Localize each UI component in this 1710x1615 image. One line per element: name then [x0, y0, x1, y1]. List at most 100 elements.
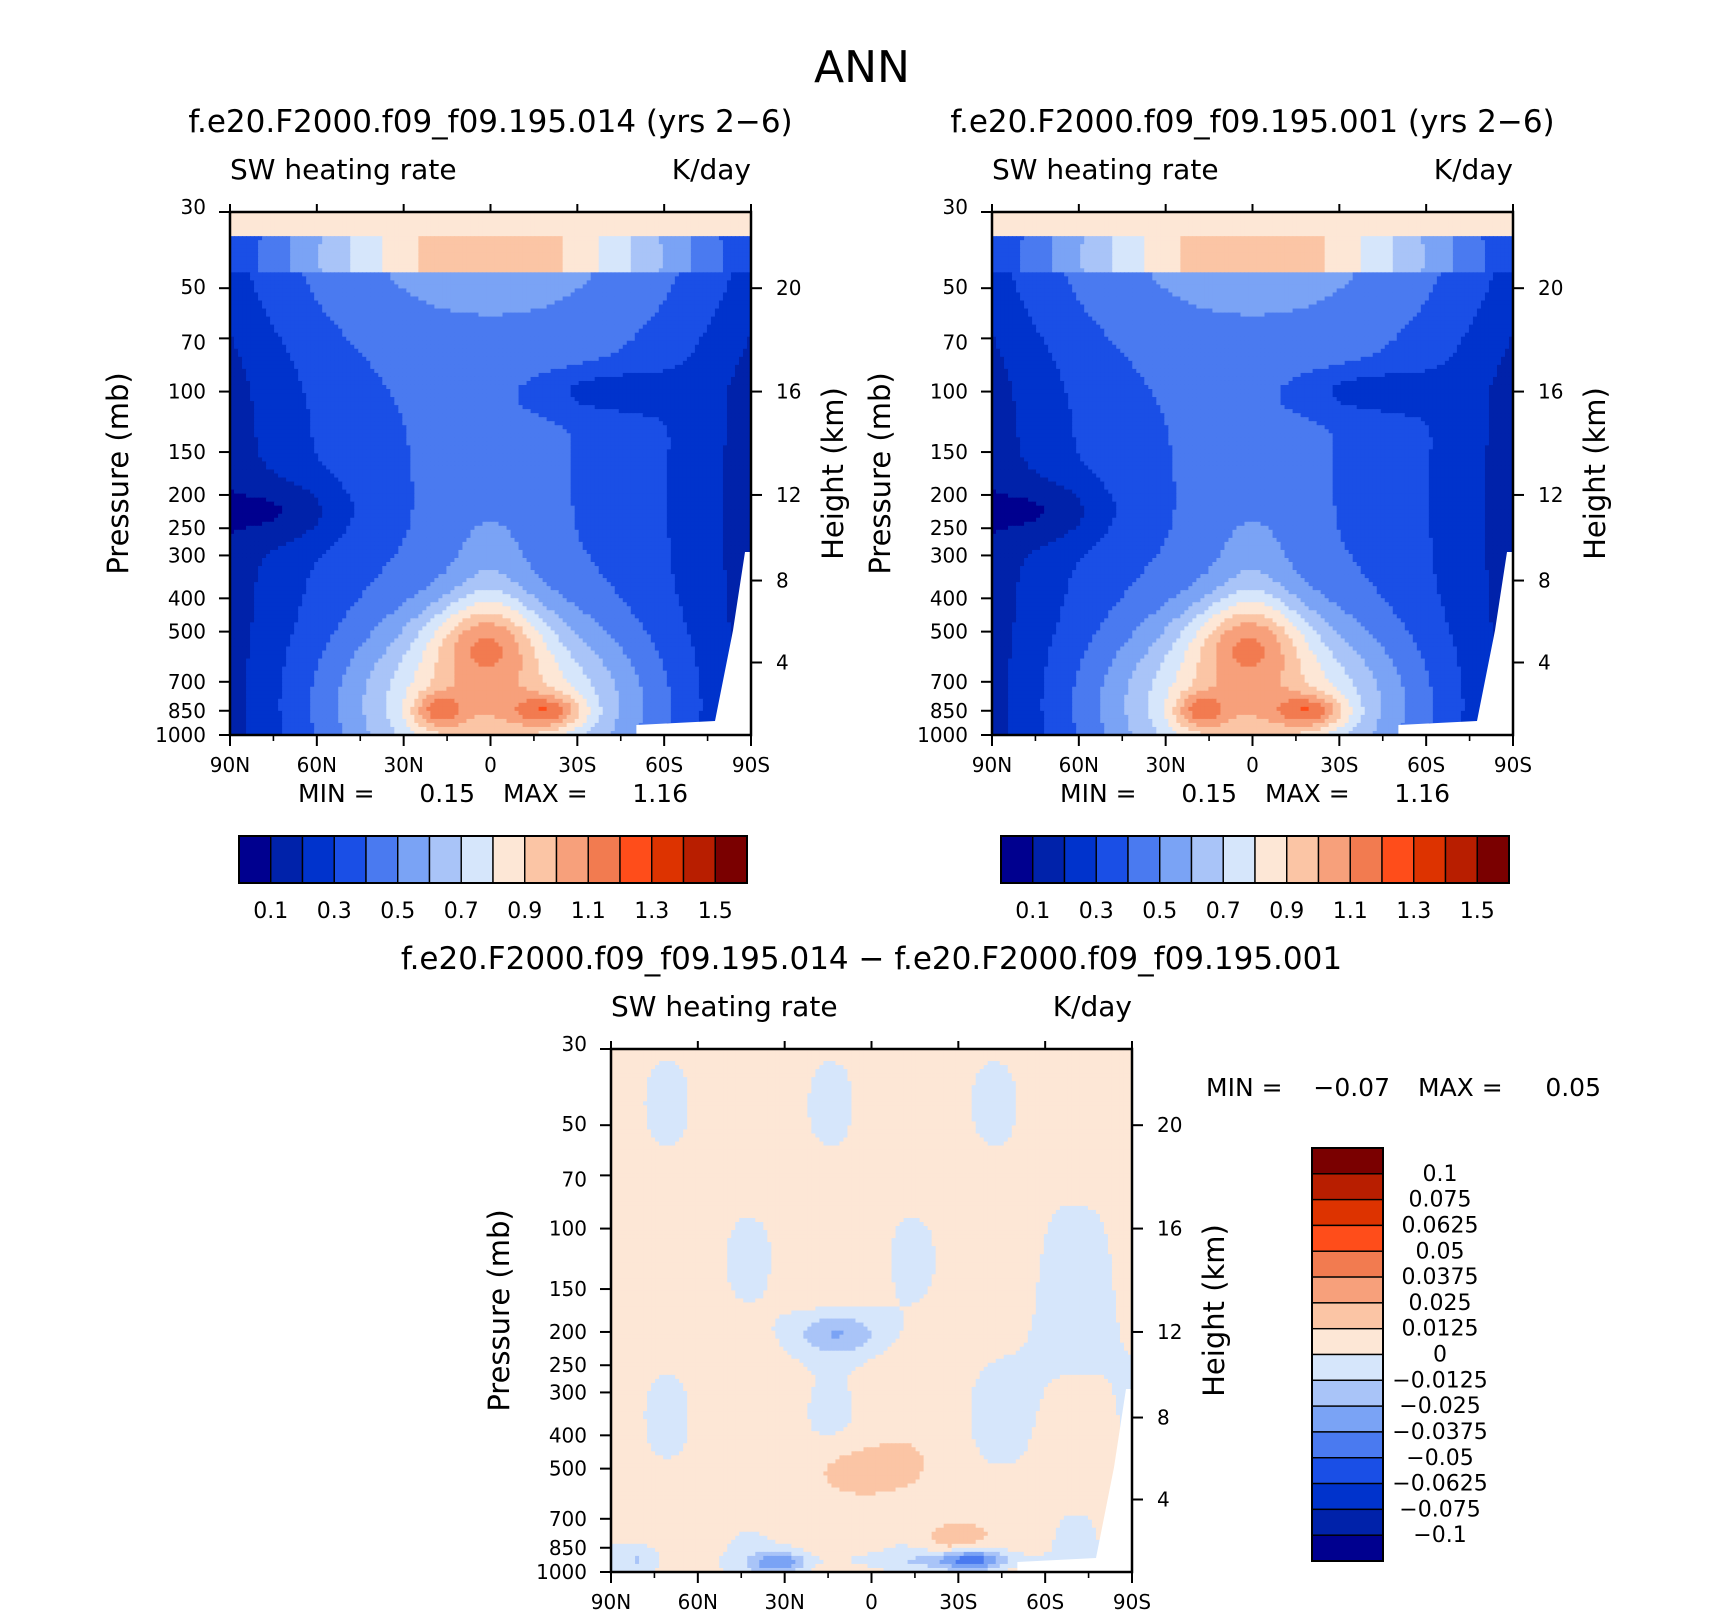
heatmap-cell: [274, 228, 279, 233]
heatmap-cell: [386, 333, 391, 338]
heatmap-cell: [535, 220, 540, 225]
heatmap-cell: [499, 256, 504, 261]
heatmap-cell: [659, 260, 664, 265]
heatmap-cell: [635, 329, 640, 334]
heatmap-cell: [254, 228, 259, 233]
heatmap-cell: [394, 345, 399, 350]
heatmap-cell: [695, 313, 700, 318]
heatmap-cell: [623, 317, 628, 322]
heatmap-cell: [687, 337, 692, 342]
heatmap-cell: [462, 301, 467, 306]
heatmap-cell: [531, 329, 536, 334]
heatmap-cell: [278, 284, 283, 289]
heatmap-cell: [735, 240, 740, 245]
heatmap-cell: [234, 260, 239, 265]
heatmap-cell: [398, 349, 403, 354]
heatmap-cell: [571, 337, 576, 342]
heatmap-cell: [491, 224, 496, 229]
heatmap-cell: [531, 244, 536, 249]
heatmap-cell: [354, 256, 359, 261]
heatmap-cell: [286, 264, 291, 269]
heatmap-cell: [442, 333, 447, 338]
heatmap-cell: [330, 272, 335, 277]
heatmap-cell: [366, 272, 371, 277]
heatmap-cell: [438, 325, 443, 330]
heatmap-cell: [434, 321, 439, 326]
heatmap-cell: [326, 317, 331, 322]
heatmap-cell: [579, 236, 584, 241]
heatmap-cell: [691, 280, 696, 285]
heatmap-cell: [559, 272, 564, 277]
heatmap-cell: [735, 244, 740, 249]
heatmap-cell: [711, 252, 716, 257]
heatmap-cell: [699, 361, 704, 366]
heatmap-cell: [579, 333, 584, 338]
heatmap-cell: [691, 220, 696, 225]
heatmap-cell: [438, 244, 443, 249]
heatmap-cell: [270, 353, 275, 358]
heatmap-cell: [699, 268, 704, 273]
heatmap-cell: [523, 309, 528, 314]
heatmap-cell: [350, 236, 355, 241]
heatmap-cell: [294, 325, 299, 330]
heatmap-cell: [482, 220, 487, 225]
heatmap-cell: [402, 309, 407, 314]
heatmap-cell: [338, 268, 343, 273]
heatmap-cell: [731, 357, 736, 362]
heatmap-cell: [711, 325, 716, 330]
heatmap-cell: [511, 337, 516, 342]
heatmap-cell: [354, 236, 359, 241]
heatmap-cell: [731, 349, 736, 354]
heatmap-cell: [491, 268, 496, 273]
heatmap-cell: [711, 216, 716, 221]
heatmap-cell: [535, 357, 540, 362]
heatmap-cell: [535, 329, 540, 334]
heatmap-cell: [535, 305, 540, 310]
heatmap-cell: [671, 248, 676, 253]
heatmap-cell: [639, 321, 644, 326]
heatmap-cell: [290, 325, 295, 330]
heatmap-cell: [486, 341, 491, 346]
heatmap-cell: [647, 349, 652, 354]
heatmap-cell: [703, 232, 708, 237]
heatmap-cell: [398, 361, 403, 366]
heatmap-cell: [418, 353, 423, 358]
heatmap-cell: [454, 236, 459, 241]
heatmap-cell: [611, 353, 616, 358]
heatmap-cell: [571, 228, 576, 233]
heatmap-cell: [470, 296, 475, 301]
heatmap-cell: [623, 309, 628, 314]
heatmap-cell: [631, 272, 636, 277]
heatmap-cell: [438, 349, 443, 354]
heatmap-cell: [466, 329, 471, 334]
heatmap-cell: [731, 228, 736, 233]
heatmap-cell: [679, 329, 684, 334]
heatmap-cell: [735, 260, 740, 265]
heatmap-cell: [631, 321, 636, 326]
heatmap-cell: [282, 345, 287, 350]
heatmap-cell: [290, 313, 295, 318]
heatmap-cell: [454, 309, 459, 314]
heatmap-cell: [491, 301, 496, 306]
heatmap-cell: [539, 280, 544, 285]
heatmap-cell: [571, 264, 576, 269]
heatmap-cell: [691, 256, 696, 261]
heatmap-cell: [647, 296, 652, 301]
heatmap-cell: [731, 321, 736, 326]
heatmap-cell: [338, 305, 343, 310]
heatmap-cell: [727, 296, 732, 301]
heatmap-cell: [711, 248, 716, 253]
heatmap-cell: [511, 361, 516, 366]
heatmap-cell: [687, 260, 692, 265]
heatmap-cell: [583, 317, 588, 322]
heatmap-cell: [615, 276, 620, 281]
heatmap-cell: [254, 296, 259, 301]
heatmap-cell: [402, 337, 407, 342]
heatmap-cell: [282, 296, 287, 301]
heatmap-cell: [410, 288, 415, 293]
heatmap-cell: [306, 305, 311, 310]
heatmap-cell: [290, 321, 295, 326]
heatmap-cell: [322, 280, 327, 285]
heatmap-cell: [735, 220, 740, 225]
heatmap-cell: [406, 313, 411, 318]
